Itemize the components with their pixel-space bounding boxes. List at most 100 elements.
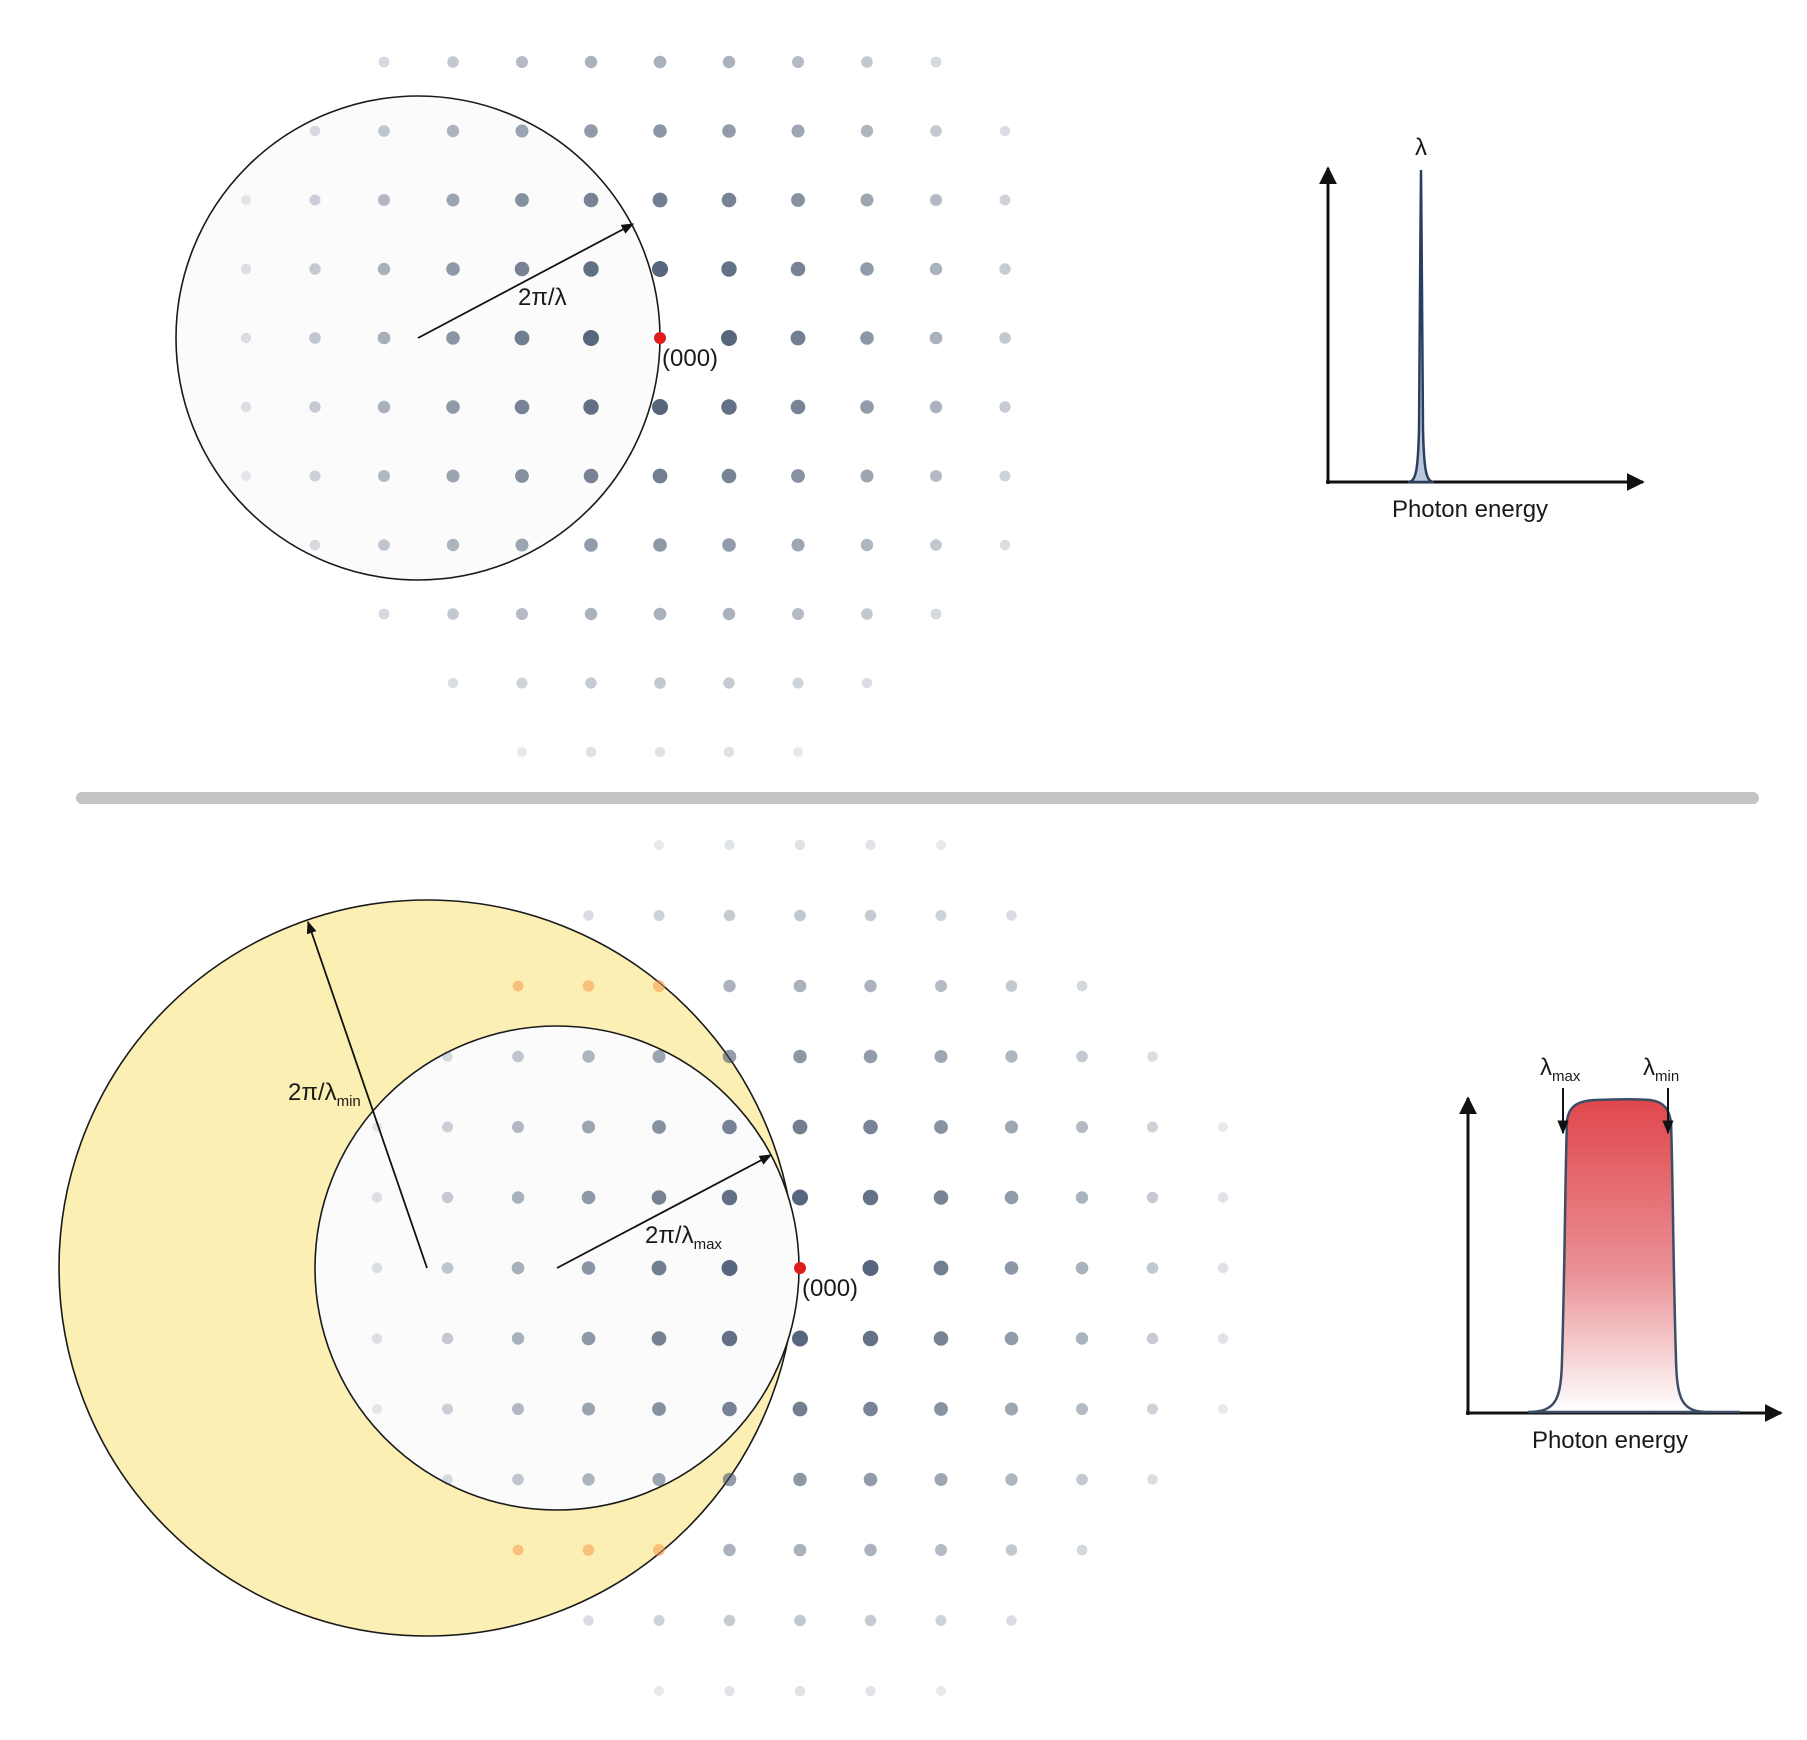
reciprocal-lattice-bottom [371,839,1229,1697]
lattice-point [861,608,873,620]
lattice-point [1147,1474,1158,1485]
lattice-point [1004,1190,1019,1205]
lattice-point [794,909,806,922]
lattice-point [584,607,598,621]
lattice-point [584,538,598,552]
lattice-point [240,263,252,275]
spectrum-band [1527,1098,1740,1414]
lattice-point [442,1051,453,1062]
lattice-point [442,1474,453,1485]
origin-label: (000) [802,1275,858,1302]
lattice-point [653,1615,665,1626]
lattice-point [1004,1261,1019,1275]
lattice-point [930,56,942,68]
lattice-point [1005,1050,1018,1063]
lattice-point [794,1614,806,1627]
lattice-point [1076,1473,1088,1486]
lattice-point [790,330,806,346]
bottom-panel: 2π/λmin 2π/λmax (000) λmax λmin Photon e… [58,839,1783,1697]
lattice-point [723,979,736,993]
lattice-point [862,1330,879,1347]
lattice-point [441,1191,454,1204]
lattice-point [722,1472,737,1487]
lattice-point [512,1121,524,1133]
lattice-point [721,192,737,208]
lattice-point [792,1330,808,1347]
monochromatic-peak [1407,169,1435,484]
lattice-point [447,677,459,689]
lattice-point [793,1472,807,1487]
lattice-point [582,1544,595,1556]
lattice-point [721,261,737,277]
lattice-point [864,909,877,922]
lattice-point [1076,1403,1088,1415]
lattice-point [933,1260,949,1276]
lattice-point [721,468,737,484]
lattice-point [377,262,391,276]
lattice-point [792,1189,808,1206]
lattice-point [999,470,1011,482]
monochromatic-spectrum: λ Photon energy [1319,134,1645,523]
lattice-point [240,401,252,413]
lattice-point [722,607,736,621]
lattice-point [1218,1404,1228,1414]
lattice-point [930,194,942,206]
lattice-point [512,1403,524,1415]
lattice-point [582,1473,595,1486]
lattice-point [723,909,736,922]
lattice-point [790,261,806,277]
lattice-point [378,56,390,68]
lattice-point [721,1330,738,1347]
wavevector-max-arrow [556,1154,773,1269]
lattice-point [447,56,459,68]
lattice-point [861,56,873,68]
lattice-point [791,193,805,207]
lattice-point [511,1191,525,1204]
lattice-point [309,125,321,137]
lattice-point [240,332,252,344]
lattice-point [999,332,1011,344]
lattice-point [865,1685,876,1697]
lattice-point [724,1685,735,1697]
lattice-point [1075,1261,1089,1275]
lattice-point [935,980,947,992]
lattice-point [512,1473,524,1486]
lattice-point [1005,1473,1018,1486]
lattice-point [582,1120,595,1134]
lattice-point [654,746,666,758]
lattice-point [309,332,321,344]
lattice-point [999,194,1011,206]
lattice-point [584,124,598,138]
lattice-point [930,608,942,620]
lattice-point [793,1543,807,1557]
lattice-point [653,910,665,921]
lattice-point [515,124,529,138]
lambda-min-label: λmin [1643,1054,1679,1085]
lattice-point [864,979,877,993]
lattice-point [511,1261,525,1275]
lattice-point [446,400,460,414]
lattice-point [447,608,459,620]
lattice-point [933,1331,949,1346]
origin-point [794,1262,806,1274]
lattice-point [935,1615,947,1626]
lattice-point [653,980,665,992]
lattice-point [1217,1262,1229,1274]
lattice-point [934,1402,948,1416]
lattice-point [652,1050,666,1063]
peak-wavelength-label: λ [1415,134,1427,161]
lattice-point [1076,980,1088,992]
lattice-point [860,331,874,345]
lattice-point [583,910,594,921]
lattice-point [865,839,876,851]
lattice-point [1005,980,1018,992]
lattice-point [446,538,460,552]
lattice-point [1005,1120,1018,1134]
origin-label: (000) [662,345,718,372]
lattice-point [446,262,460,276]
lattice-point [936,1686,946,1696]
lattice-point [582,1402,595,1416]
lambda-max-label: λmax [1540,1054,1581,1085]
lattice-point [934,1050,948,1063]
lattice-point [862,1260,879,1276]
